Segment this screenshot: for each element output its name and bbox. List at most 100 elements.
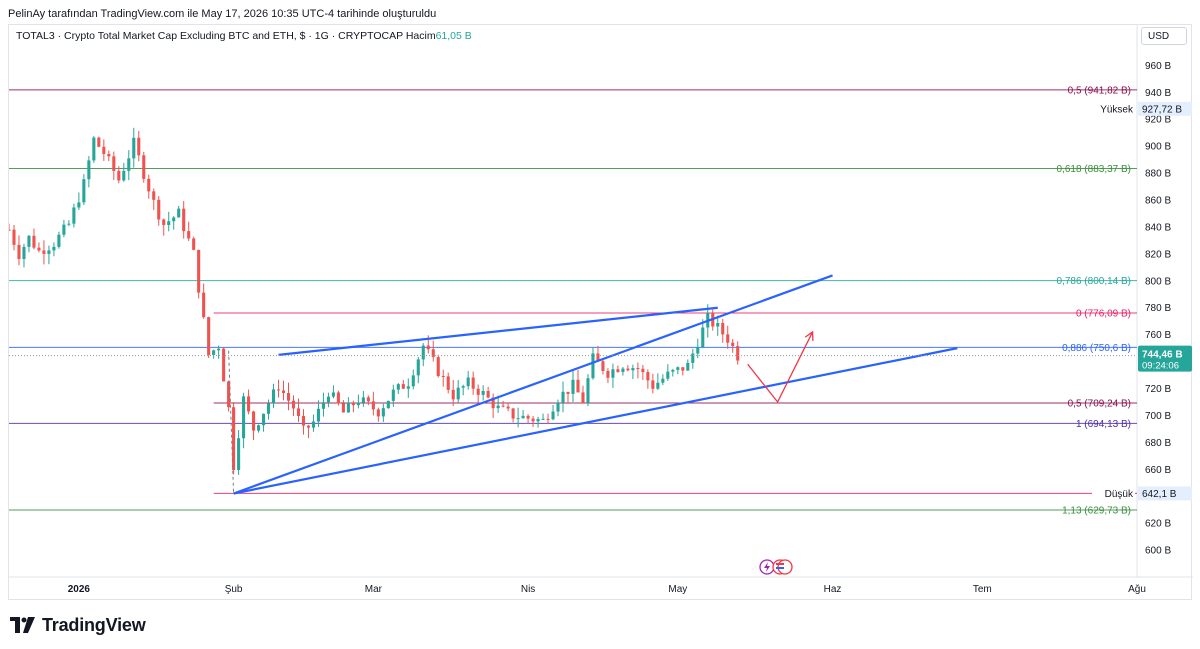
fib-level-label: 0,786 (800,14 B) (1057, 276, 1132, 287)
candle-body (606, 370, 610, 378)
candle-body (556, 402, 560, 412)
candle-body (671, 369, 675, 372)
candle-body (127, 158, 131, 171)
tradingview-logo[interactable]: TradingView (10, 614, 146, 636)
candle-body (516, 418, 520, 420)
y-tick-label: 680 B (1145, 438, 1171, 449)
candle-body (192, 238, 196, 250)
candle-body (576, 379, 580, 393)
x-tick-label: May (668, 584, 687, 595)
candle-body (351, 402, 355, 406)
candle-body (117, 170, 121, 181)
candle-body (291, 400, 296, 409)
candle-body (57, 234, 61, 247)
x-tick-label: Haz (824, 584, 842, 595)
candle-body (446, 376, 450, 390)
y-tick-label: 960 B (1145, 61, 1171, 72)
last-price-value: 744,46 B (1142, 350, 1183, 361)
candle-body (316, 408, 320, 422)
x-tick-label: Tem (973, 584, 992, 595)
candle-body (87, 160, 91, 180)
candle-body (461, 386, 465, 388)
candle-body (386, 400, 390, 409)
candle-body (22, 246, 26, 259)
fib-level-label: 0,886 (750,6 B) (1062, 343, 1131, 354)
chart-credit: PelinAy tarafından TradingView.com ile M… (8, 8, 437, 20)
candle-body (67, 223, 71, 225)
candle-body (152, 191, 156, 200)
candle-body (376, 409, 380, 417)
candle-body (77, 202, 81, 208)
candles-group (9, 127, 740, 475)
candle-body (321, 402, 325, 409)
low-badge (1138, 486, 1192, 501)
y-tick-label: 780 B (1145, 303, 1171, 314)
fib-level-label: 0 (776,09 B) (1076, 308, 1131, 319)
candle-body (62, 224, 66, 235)
candle-body (391, 389, 395, 401)
candle-body (202, 292, 206, 318)
candle-body (82, 179, 86, 203)
y-tick-label: 600 B (1145, 546, 1171, 557)
y-tick-label: 880 B (1145, 169, 1171, 180)
candle-body (72, 207, 76, 224)
candle-body (212, 350, 216, 355)
candle-body (401, 384, 405, 389)
candle-body (12, 229, 16, 245)
candle-body (666, 371, 670, 379)
candle-body (227, 381, 231, 408)
low-label: Düşük (1105, 489, 1134, 500)
candle-body (571, 379, 575, 394)
candle-body (621, 368, 625, 372)
candle-body (526, 415, 530, 419)
candle-body (701, 327, 705, 348)
symbol-header[interactable]: TOTAL3 · Crypto Total Market Cap Excludi… (16, 30, 472, 42)
candle-body (232, 407, 236, 470)
candle-body (142, 155, 146, 179)
lightning-glyph (764, 562, 770, 572)
y-tick-label: 720 B (1145, 384, 1171, 395)
candle-body (296, 408, 301, 416)
candle-body (252, 411, 256, 431)
candle-body (97, 137, 101, 147)
candle-body (172, 217, 176, 222)
candle-body (247, 396, 251, 412)
candle-body (616, 369, 620, 372)
candle-body (551, 411, 555, 420)
candle-body (736, 346, 740, 361)
candle-body (636, 368, 640, 370)
candle-body (661, 378, 665, 383)
candle-body (47, 250, 51, 254)
candle-body (601, 361, 605, 371)
candle-body (237, 438, 241, 470)
y-tick-label: 800 B (1145, 276, 1171, 287)
candle-body (691, 353, 695, 363)
tradingview-logo-text: TradingView (42, 614, 146, 635)
candle-body (481, 390, 485, 395)
candle-body (506, 406, 510, 409)
candle-body (416, 359, 420, 376)
candle-body (396, 384, 400, 390)
x-tick-label: Nis (521, 584, 535, 595)
chart-frame[interactable]: 960 B 940 B 920 B 900 B 880 B 860 B 840 B 820 B… (8, 24, 1193, 601)
candle-body (591, 353, 595, 379)
candle-body (242, 396, 246, 439)
candle-body (456, 387, 460, 400)
y-tick-label: 660 B (1145, 465, 1171, 476)
low-label-bg (1092, 486, 1135, 501)
candle-body (52, 246, 56, 251)
price-chart[interactable]: 960 B 940 B 920 B 900 B 880 B 860 B 840 B 820 B… (9, 25, 1193, 601)
symbol-line: TOTAL3 · Crypto Total Market Cap Excludi… (16, 30, 403, 42)
candle-body (17, 244, 21, 259)
candle-body (721, 323, 725, 335)
volume-label: Hacim (405, 30, 436, 42)
currency-button[interactable]: USD (1141, 27, 1187, 45)
candle-body (187, 231, 191, 239)
trendline (233, 347, 958, 495)
y-tick-label: 900 B (1145, 142, 1171, 153)
candle-body (42, 250, 46, 254)
tradingview-logo-icon (10, 617, 35, 633)
candle-body (147, 178, 151, 192)
candle-body (182, 208, 186, 232)
candle-body (326, 396, 330, 403)
